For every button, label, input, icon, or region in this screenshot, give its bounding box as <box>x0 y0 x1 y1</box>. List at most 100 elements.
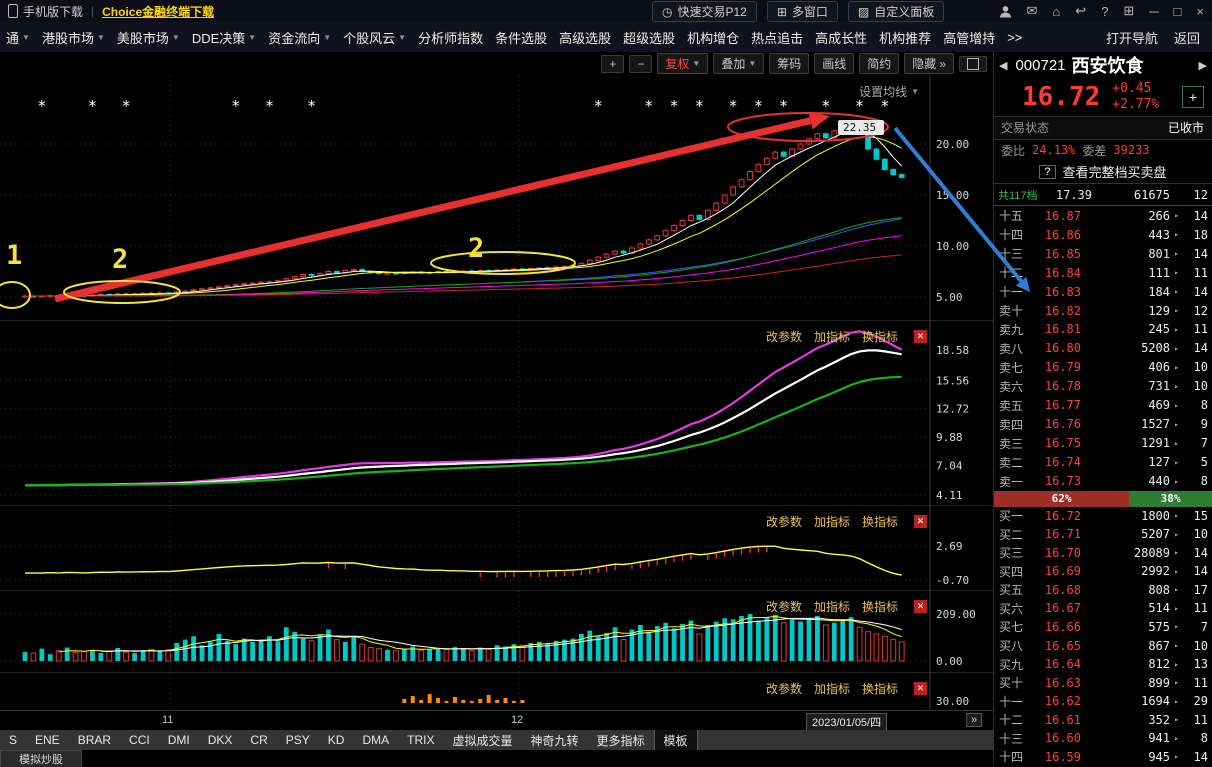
undo-icon[interactable]: ↩ <box>1075 3 1087 18</box>
orderbook-row[interactable]: 十四 16.86 443 ▸ 18 <box>994 225 1212 244</box>
volume-panel[interactable]: 改参数 加指标 换指标 ✕ 209.00 0.00 <box>0 590 993 673</box>
mobile-download-link[interactable]: 手机版下载 <box>23 4 84 19</box>
indicator-tab[interactable]: 虚拟成交量 <box>452 733 513 748</box>
orderbook-row[interactable]: 买八 16.65 867 ▸ 10 <box>994 636 1212 655</box>
next-stock-button[interactable]: ▶ <box>1198 59 1207 72</box>
simple-mode-button[interactable]: 简约 <box>859 53 900 74</box>
indicator-tab[interactable]: 神奇九转 <box>530 733 579 748</box>
orderbook-row[interactable]: 十二 16.84 111 ▸ 11 <box>994 263 1212 282</box>
quick-trade-button[interactable]: ◷ 快速交易P12 <box>652 1 757 22</box>
orderbook-row[interactable]: 买二 16.71 5207 ▸ 10 <box>994 525 1212 544</box>
panel-change_param-link[interactable]: 改参数 <box>765 600 802 614</box>
menu-item[interactable]: 高管增持 <box>943 30 996 46</box>
minimize-button[interactable]: ─ <box>1149 3 1159 19</box>
orderbook-row[interactable]: 卖五 16.77 469 ▸ 8 <box>994 396 1212 415</box>
choice-download-link[interactable]: Choice金融终端下载 <box>102 4 215 19</box>
orderbook-row[interactable]: 十三 16.85 801 ▸ 14 <box>994 244 1212 263</box>
close-panel-icon[interactable]: ✕ <box>914 600 927 613</box>
menu-item[interactable]: 机构推荐 <box>879 30 932 46</box>
panel-switch_ind-link[interactable]: 换指标 <box>861 682 898 696</box>
indicator-tab[interactable]: DMA <box>362 733 390 747</box>
user-icon[interactable] <box>999 5 1012 18</box>
panel-change_param-link[interactable]: 改参数 <box>765 515 802 529</box>
indicator-tab[interactable]: 模板 <box>653 730 698 750</box>
sim-trading-tab[interactable]: 模拟炒股 <box>0 750 82 767</box>
orderbook-row[interactable]: 卖四 16.76 1527 ▸ 9 <box>994 415 1212 434</box>
orderbook-row[interactable]: 买一 16.72 1800 ▸ 15 <box>994 507 1212 526</box>
menu-item[interactable]: 超级选股 <box>623 30 676 46</box>
indicator-tab[interactable]: CR <box>250 733 268 747</box>
menu-item[interactable]: 分析师指数 <box>418 30 484 46</box>
full-orderbook-button[interactable]: ? 查看完整档买卖盘 <box>994 161 1212 185</box>
orderbook-row[interactable]: 十一 16.62 1694 ▸ 29 <box>994 692 1212 711</box>
menu-item[interactable]: 高级选股 <box>559 30 612 46</box>
overlay-button[interactable]: 叠加 ▼ <box>713 53 765 74</box>
expma-chart[interactable]: 18.58 15.56 12.72 9.88 7.04 4.11 <box>0 321 993 506</box>
zoom-out-button[interactable]: − <box>629 54 653 73</box>
orderbook-row[interactable]: 买十 16.63 899 ▸ 11 <box>994 673 1212 692</box>
indicator-tab[interactable]: BRAR <box>77 733 112 747</box>
indicator-panel-small[interactable]: 改参数 加指标 换指标 ✕ 30.00 <box>0 672 993 711</box>
small-indicator-chart[interactable]: 30.00 <box>0 673 993 711</box>
indicator-tab[interactable]: DMI <box>167 733 190 747</box>
orderbook-row[interactable]: 卖二 16.74 127 ▸ 5 <box>994 453 1212 472</box>
panel-switch_ind-link[interactable]: 换指标 <box>861 330 898 344</box>
orderbook-row[interactable]: 十二 16.61 352 ▸ 11 <box>994 710 1212 729</box>
orderbook-row[interactable]: 卖一 16.73 440 ▸ 8 <box>994 472 1212 491</box>
orderbook-row[interactable]: 买七 16.66 575 ▸ 7 <box>994 618 1212 637</box>
indicator-tab[interactable]: S <box>9 733 18 747</box>
menu-item[interactable]: 机构增仓 <box>687 30 740 46</box>
panel-add_ind-link[interactable]: 加指标 <box>813 600 850 614</box>
menu-item[interactable]: 通 ▼ <box>6 30 30 46</box>
orderbook-row[interactable]: 卖六 16.78 731 ▸ 10 <box>994 377 1212 396</box>
draw-line-button[interactable]: 画线 <box>814 53 855 74</box>
layout-icon[interactable]: ⊞ <box>1123 3 1135 18</box>
orderbook-row[interactable]: 卖八 16.80 5208 ▸ 14 <box>994 339 1212 358</box>
chips-button[interactable]: 筹码 <box>769 53 810 74</box>
main-kline-panel[interactable]: 设置均线 ▼ 20.00 15.00 10.00 5.00 * * * * * * * * * * * * * * *… <box>0 75 993 320</box>
indicator-panel-osc[interactable]: 改参数 加指标 换指标 ✕ 2.69 -0.70 <box>0 505 993 591</box>
orderbook-row[interactable]: 卖七 16.79 406 ▸ 10 <box>994 358 1212 377</box>
custom-panel-button[interactable]: ▨ 自定义面板 <box>847 1 945 22</box>
zoom-in-button[interactable]: + <box>601 54 625 73</box>
orderbook-row[interactable]: 买五 16.68 808 ▸ 17 <box>994 581 1212 600</box>
indicator-tab[interactable]: ENE <box>35 733 60 747</box>
oscillator-chart[interactable]: 2.69 -0.70 <box>0 506 993 591</box>
open-navigation-button[interactable]: 打开导航 <box>1105 30 1158 46</box>
menu-item[interactable]: 美股市场 ▼ <box>116 30 180 46</box>
hide-button[interactable]: 隐藏» <box>904 53 954 74</box>
panel-add_ind-link[interactable]: 加指标 <box>813 682 850 696</box>
add-to-watchlist-button[interactable]: + <box>1182 85 1204 108</box>
menu-item[interactable]: 高成长性 <box>815 30 868 46</box>
ma-settings-button[interactable]: 设置均线 ▼ <box>859 85 919 99</box>
panel-add_ind-link[interactable]: 加指标 <box>813 515 850 529</box>
orderbook-row[interactable]: 卖九 16.81 245 ▸ 11 <box>994 320 1212 339</box>
close-panel-icon[interactable]: ✕ <box>914 682 927 695</box>
mail-icon[interactable]: ✉ <box>1026 3 1038 18</box>
indicator-tab[interactable]: CCI <box>129 733 150 747</box>
indicator-tab[interactable]: KD <box>327 733 345 747</box>
menu-item[interactable]: 热点追击 <box>751 30 804 46</box>
maximize-button[interactable]: □ <box>1173 3 1182 19</box>
scroll-right-button[interactable]: » <box>966 713 983 727</box>
volume-chart[interactable]: 209.00 0.00 <box>0 591 993 673</box>
panel-switch_ind-link[interactable]: 换指标 <box>861 600 898 614</box>
fullscreen-button[interactable] <box>959 55 987 72</box>
indicator-panel-expma[interactable]: 改参数 加指标 换指标 ✕ 18.58 15.56 12.72 9.88 7.04 4.11 <box>0 320 993 506</box>
orderbook-row[interactable]: 十五 16.87 266 ▸ 14 <box>994 206 1212 225</box>
menu-item[interactable]: >> <box>1007 29 1023 45</box>
orderbook-row[interactable]: 买六 16.67 514 ▸ 11 <box>994 599 1212 618</box>
prev-stock-button[interactable]: ◀ <box>999 59 1008 72</box>
multi-window-button[interactable]: ⊞ 多窗口 <box>766 1 838 22</box>
orderbook-row[interactable]: 买九 16.64 812 ▸ 13 <box>994 655 1212 674</box>
menu-item[interactable]: 条件选股 <box>495 30 548 46</box>
menu-item[interactable]: 资金流向 ▼ <box>268 30 332 46</box>
question-icon[interactable]: ? <box>1039 164 1056 179</box>
orderbook-row[interactable]: 十一 16.83 184 ▸ 14 <box>994 282 1212 301</box>
indicator-tab[interactable]: PSY <box>285 733 310 747</box>
menu-item[interactable]: DDE决策 ▼ <box>191 30 257 46</box>
menu-item[interactable]: 港股市场 ▼ <box>41 30 105 46</box>
orderbook-row[interactable]: 买三 16.70 28089 ▸ 14 <box>994 544 1212 563</box>
help-icon[interactable]: ? <box>1101 3 1109 19</box>
orderbook-row[interactable]: 卖三 16.75 1291 ▸ 7 <box>994 434 1212 453</box>
